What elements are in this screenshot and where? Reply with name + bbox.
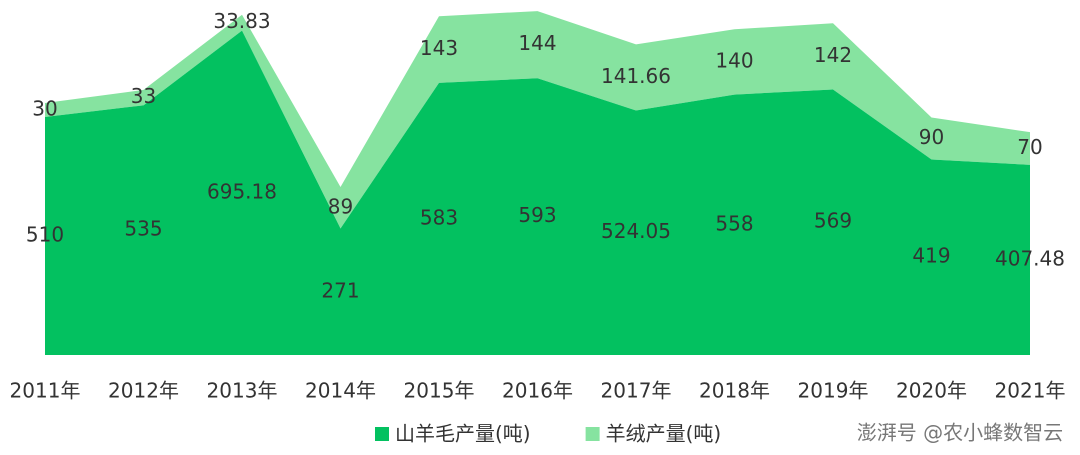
- x-tick-label: 2017年: [601, 379, 672, 403]
- data-label: 407.48: [995, 246, 1065, 270]
- x-tick-label: 2020年: [896, 379, 967, 403]
- data-label: 271: [321, 278, 359, 302]
- x-tick-label: 2012年: [108, 379, 179, 403]
- x-tick-label: 2013年: [207, 379, 278, 403]
- data-label: 558: [715, 211, 753, 235]
- data-label: 524.05: [601, 219, 671, 243]
- x-tick-label: 2018年: [699, 379, 770, 403]
- data-label: 89: [328, 194, 353, 218]
- legend-label: 山羊毛产量(吨): [395, 422, 531, 446]
- watermark: 澎湃号 @农小蜂数智云: [857, 421, 1063, 445]
- data-label: 70: [1017, 135, 1042, 159]
- data-label: 142: [814, 43, 852, 67]
- data-label: 583: [420, 205, 458, 229]
- data-label: 90: [919, 125, 944, 149]
- x-tick-label: 2014年: [305, 379, 376, 403]
- x-tick-label: 2011年: [10, 379, 81, 403]
- data-label: 510: [26, 223, 64, 247]
- data-label: 144: [518, 31, 556, 55]
- data-label: 33.83: [213, 9, 270, 33]
- data-label: 695.18: [207, 179, 277, 203]
- data-label: 141.66: [601, 64, 671, 88]
- area: [45, 30, 1030, 355]
- x-tick-label: 2015年: [404, 379, 475, 403]
- x-tick-label: 2021年: [995, 379, 1066, 403]
- data-label: 33: [131, 84, 156, 108]
- data-label: 535: [124, 217, 162, 241]
- legend-label: 羊绒产量(吨): [606, 422, 722, 446]
- data-label: 569: [814, 209, 852, 233]
- data-label: 593: [518, 203, 556, 227]
- data-label: 140: [715, 48, 753, 72]
- legend-swatch: [375, 427, 389, 441]
- data-label: 30: [32, 97, 57, 121]
- x-tick-label: 2016年: [502, 379, 573, 403]
- legend-swatch: [585, 427, 600, 441]
- data-label: 419: [912, 244, 950, 268]
- area: [45, 11, 1030, 229]
- data-label: 143: [420, 36, 458, 60]
- x-tick-label: 2019年: [798, 379, 869, 403]
